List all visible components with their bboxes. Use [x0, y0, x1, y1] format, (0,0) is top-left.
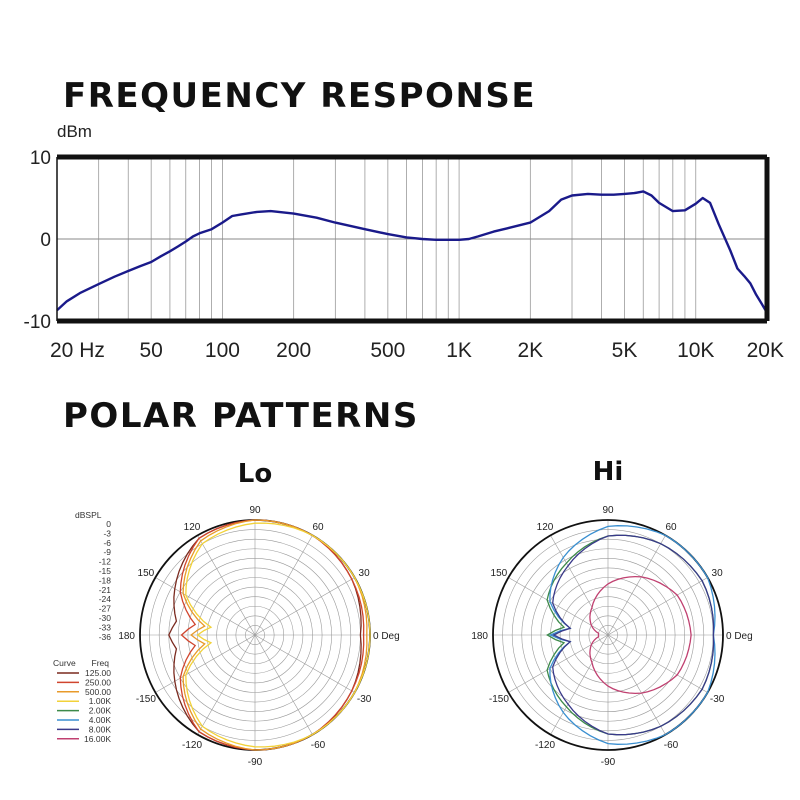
polar-spoke: [254, 535, 313, 636]
polar-angle-label: -30: [357, 694, 372, 705]
fr-x-tick-label: 200: [276, 339, 311, 362]
polar-spoke: [508, 634, 609, 693]
polar-scale-tick: -3: [103, 528, 111, 538]
polar-angle-label: 120: [184, 522, 201, 533]
fr-response-line: [56, 190, 769, 314]
fr-x-tick-label: 100: [205, 339, 240, 362]
polar-spoke: [155, 634, 256, 693]
fr-response-series: [56, 190, 769, 314]
fr-x-tick-label: 2K: [517, 339, 543, 362]
polar-angle-label: 180: [471, 631, 488, 642]
polar-scale-tick: -30: [99, 613, 112, 623]
fr-x-tick-label: 5K: [612, 339, 638, 362]
fr-y-tick-label: 10: [30, 148, 51, 169]
polar-scale-title: dBSPL: [75, 510, 102, 520]
fr-x-tick-label: 50: [139, 339, 162, 362]
polar-scale-tick: -6: [103, 538, 111, 548]
polar-spoke: [607, 577, 708, 636]
polar-plot-hi: Hi 90 60 30 0 Deg -30 -60 -90 -120 -150 180 150 120: [471, 457, 752, 768]
polar-angle-label: -90: [601, 757, 616, 768]
fr-y-unit: dBm: [57, 122, 92, 141]
polar-plot-lo: Lo 90 60 30 0 Deg -30 -60 -90 -120 -150 180 150 120: [118, 459, 399, 768]
polar-scale-tick: -36: [99, 632, 112, 642]
legend-freq-label: 16.00K: [84, 734, 111, 744]
polar-spoke: [550, 535, 609, 636]
polar-plot-title: Hi: [593, 457, 624, 487]
polar-angle-label: 30: [359, 568, 371, 579]
polar-spoke: [197, 634, 256, 735]
fr-y-tick-label: 0: [40, 230, 51, 251]
polar-scale-tick: 0: [106, 519, 111, 529]
polar-spoke: [254, 634, 355, 693]
polar-angle-label: 120: [537, 522, 554, 533]
polar-scale-tick: -18: [99, 575, 112, 585]
polar-scale-tick: -21: [99, 585, 112, 595]
legend-freq-label: 8.00K: [89, 724, 112, 734]
polar-spoke: [155, 577, 256, 636]
polar-db-scale: dBSPL 0-3-6-9-12-15-18-21-24-27-30-33-36: [75, 510, 111, 642]
polar-series-4.00K: [548, 525, 716, 745]
polar-series-8.00K: [552, 534, 715, 736]
polar-patterns-heading: POLAR PATTERNS: [63, 396, 419, 436]
polar-scale-tick: -24: [99, 594, 112, 604]
polar-angle-label: -120: [535, 740, 555, 751]
polar-spoke: [607, 535, 666, 636]
legend-freq-label: 250.00: [85, 677, 111, 687]
fr-y-tick-label: -10: [24, 312, 51, 333]
fr-frame: [56, 154, 770, 324]
polar-angle-label: 0 Deg: [373, 631, 400, 642]
polar-angle-label: 180: [118, 631, 135, 642]
polar-angle-label: 0 Deg: [726, 631, 753, 642]
polar-outer-ring: [492, 519, 724, 751]
fr-x-tick-label: 1K: [446, 339, 472, 362]
fr-x-tick-label: 10K: [677, 339, 714, 362]
polar-spoke: [550, 634, 609, 735]
polar-spoke: [254, 577, 355, 636]
polar-scale-tick: -15: [99, 566, 112, 576]
polar-scale-tick: -33: [99, 622, 112, 632]
polar-angle-label: -150: [136, 694, 156, 705]
fr-x-tick-label: 20 Hz: [50, 339, 105, 362]
polar-series-1.00K: [185, 522, 371, 748]
polar-angle-label: 60: [312, 522, 324, 533]
polar-angle-label: -150: [489, 694, 509, 705]
polar-angle-label: 150: [491, 568, 508, 579]
polar-angle-label: 90: [249, 505, 261, 516]
polar-angle-label: -60: [664, 740, 679, 751]
polar-series-16.00K: [589, 575, 692, 695]
polar-spoke: [607, 634, 708, 693]
fr-x-tick-label: 500: [370, 339, 405, 362]
polar-angle-label: 60: [665, 522, 677, 533]
legend-freq-label: 125.00: [85, 668, 111, 678]
polar-scale-tick: -27: [99, 604, 112, 614]
legend-freq-header: Freq: [92, 658, 110, 668]
polar-angle-label: -120: [182, 740, 202, 751]
legend-freq-label: 2.00K: [89, 706, 112, 716]
polar-legend: Curve Freq125.00250.00500.001.00K2.00K4.0…: [53, 658, 111, 744]
polar-angle-label: -60: [311, 740, 326, 751]
polar-angle-label: -30: [710, 694, 725, 705]
polar-spoke: [197, 535, 256, 636]
polar-scale-tick: -12: [99, 557, 112, 567]
legend-freq-label: 1.00K: [89, 696, 112, 706]
frequency-response-heading: FREQUENCY RESPONSE: [63, 76, 537, 116]
polar-angle-label: 30: [712, 568, 724, 579]
polar-angle-label: 90: [602, 505, 614, 516]
polar-spoke: [508, 577, 609, 636]
legend-freq-label: 500.00: [85, 687, 111, 697]
polar-angle-label: -90: [248, 757, 263, 768]
polar-spoke: [254, 634, 313, 735]
fr-x-tick-label: 20K: [747, 339, 784, 362]
polar-spoke: [607, 634, 666, 735]
legend-curve-header: Curve: [53, 658, 76, 668]
polar-angle-label: 150: [138, 568, 155, 579]
fr-gridlines: [57, 157, 767, 321]
polar-scale-tick: -9: [103, 547, 111, 557]
legend-freq-label: 4.00K: [89, 715, 112, 725]
polar-plot-title: Lo: [238, 459, 272, 489]
